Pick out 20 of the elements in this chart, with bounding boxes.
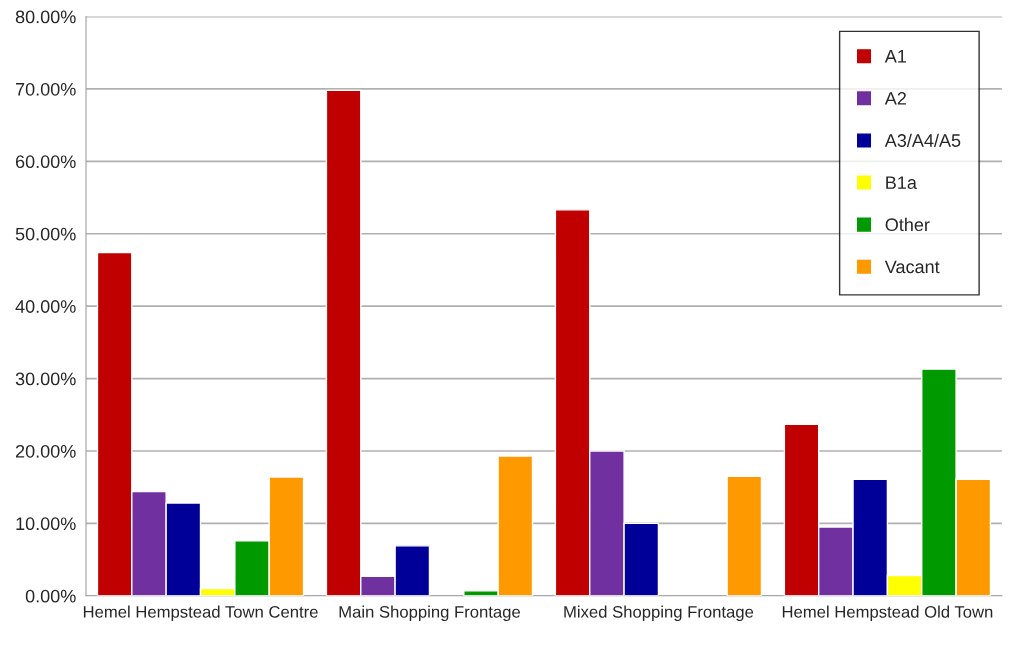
- y-tick-label: 20.00%: [15, 444, 76, 458]
- y-tick-label: 60.00%: [15, 155, 76, 169]
- y-tick-label: 10.00%: [16, 517, 76, 531]
- x-tick-label: Mixed Shopping Frontage: [564, 605, 754, 622]
- legend-label: A1: [884, 50, 906, 63]
- y-tick-label: 0.00%: [25, 589, 76, 603]
- x-tick-label: Hemel Hempstead Old Town: [782, 605, 993, 622]
- bar: [726, 475, 763, 596]
- legend-label: A2: [884, 92, 906, 105]
- legend-label: Vacant: [884, 260, 940, 274]
- legend-label: A3/A4/A5: [884, 133, 961, 147]
- y-tick-label: 30.00%: [15, 372, 76, 386]
- y-tick-label: 80.00%: [15, 10, 76, 24]
- legend-label: B1a: [886, 176, 917, 190]
- y-tick-label: 70.00%: [15, 82, 76, 96]
- y-tick-label: 40.00%: [15, 300, 76, 313]
- x-tick-label: Main Shopping Frontage: [339, 605, 520, 622]
- y-tick-label: 50.00%: [15, 227, 76, 241]
- legend-label: Other: [885, 217, 930, 232]
- x-tick-label: Hemel Hempstead Town Centre: [83, 605, 318, 622]
